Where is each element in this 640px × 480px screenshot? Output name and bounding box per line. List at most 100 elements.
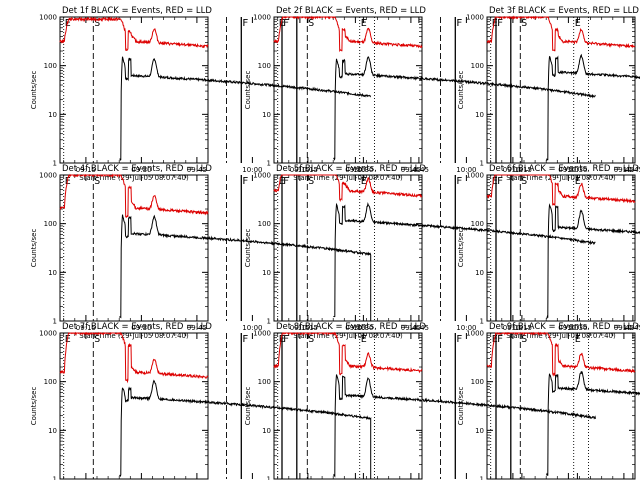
y-tick-label: 1000 <box>253 330 271 338</box>
y-axis-label: Counts/sec <box>30 229 38 268</box>
y-tick-label: 1000 <box>39 14 57 22</box>
x-tick-label: 09:45 <box>401 166 421 174</box>
time-marker-letter: S <box>308 18 314 29</box>
events-curve <box>546 203 640 319</box>
y-tick-label: 1000 <box>466 330 484 338</box>
y-tick-label: 1 <box>480 160 484 168</box>
time-marker-letter: E <box>575 18 581 29</box>
y-tick-label: 10 <box>48 111 57 119</box>
y-tick-label: 10 <box>48 427 57 435</box>
panel-title: Det 6f BLACK = Events, RED = LLD <box>489 164 639 174</box>
y-axis-label: Counts/sec <box>457 71 465 110</box>
x-tick-label: 10:15 <box>298 324 318 332</box>
time-marker-letter: F <box>497 18 503 29</box>
x-axis-label: Start Time (29-Jul-05 08:07:40) <box>79 332 189 340</box>
x-tick-label: 09:30 <box>345 166 365 174</box>
time-marker-letter: F <box>456 18 462 29</box>
x-tick-label: 10:45 <box>623 166 640 174</box>
panel-title: Det 2f BLACK = Events, RED = LLD <box>276 6 426 16</box>
x-tick-label: 10:00 <box>456 324 476 332</box>
x-tick-label: 10:00 <box>242 166 262 174</box>
plot-frame <box>486 332 636 480</box>
events-curve <box>333 374 596 478</box>
y-tick-label: 10 <box>262 269 271 277</box>
x-tick-label: 09:45 <box>187 324 207 332</box>
panel-7: Det 7f BLACK = Events, RED = LLD 1 10 100 10… <box>30 322 420 480</box>
time-marker-letter: S <box>94 334 100 345</box>
time-marker-letter: S <box>308 176 314 187</box>
time-marker-letter: S <box>521 334 527 345</box>
time-marker-letter: F <box>283 176 289 187</box>
x-tick-label: 09:45 <box>401 324 421 332</box>
y-tick-label: 1000 <box>39 172 57 180</box>
lld-curve <box>59 173 209 219</box>
x-tick-label: 09:15 <box>76 166 96 174</box>
x-tick-label: 09:45 <box>614 166 634 174</box>
y-tick-label: 1 <box>267 318 271 326</box>
x-axis-label: Start Time (29-Jul-05 08:07:40) <box>506 332 616 340</box>
time-marker-letter: S <box>94 18 100 29</box>
panel-8: Det 8f BLACK = Events, RED = LLD 1 10 100 10… <box>244 322 634 480</box>
panel-6: Det 6f BLACK = Events, RED = LLD 1 10 100 10… <box>457 164 640 340</box>
y-tick-label: 1000 <box>253 172 271 180</box>
time-marker-letter: S <box>521 18 527 29</box>
lld-curve <box>273 15 423 53</box>
time-marker-letter: F <box>283 18 289 29</box>
events-curve <box>546 371 640 476</box>
time-marker-letter: F <box>456 334 462 345</box>
y-axis-label: Counts/sec <box>30 71 38 110</box>
events-curve <box>119 56 372 161</box>
time-marker-letter: E <box>361 334 367 345</box>
y-tick-label: 1000 <box>253 14 271 22</box>
y-tick-label: 1 <box>53 318 57 326</box>
panel-4: Det 4f BLACK = Events, RED = LLD11010010… <box>30 164 429 340</box>
panel-title: Det 7f BLACK = Events, RED = LLD <box>62 322 212 332</box>
lld-curve <box>273 331 423 376</box>
y-tick-label: 100 <box>471 378 484 386</box>
events-curve <box>333 202 596 318</box>
panel-title: Det 8f BLACK = Events, RED = LLD <box>276 322 426 332</box>
lld-curve <box>486 331 636 377</box>
panel-9: Det 9f BLACK = Events, RED = LLD 1 10 100 10… <box>457 322 640 480</box>
panel-5: Det 5f BLACK = Events, RED = LLD11010010… <box>244 164 640 340</box>
lld-curve <box>486 174 636 206</box>
y-tick-label: 10 <box>262 427 271 435</box>
y-tick-label: 1 <box>267 160 271 168</box>
time-marker-letter: S <box>94 176 100 187</box>
x-axis-label: Start Time (29-Jul-05 08:07:40) <box>79 174 189 182</box>
time-marker-letter: E <box>575 176 581 187</box>
x-tick-label: 10:30 <box>567 166 587 174</box>
x-tick-label: 09:15 <box>290 166 310 174</box>
time-marker-letter: F <box>497 334 503 345</box>
events-curve <box>546 53 640 161</box>
panel-3: Det 3f BLACK = Events, RED = LLD 1 10 100 10… <box>457 6 640 182</box>
x-tick-label: 09:30 <box>131 324 151 332</box>
time-marker-letter: E <box>492 176 498 187</box>
y-tick-label: 100 <box>44 378 57 386</box>
panel-title: Det 3f BLACK = Events, RED = LLD <box>489 6 639 16</box>
events-curve <box>119 214 372 321</box>
y-tick-label: 100 <box>44 62 57 70</box>
y-tick-label: 100 <box>258 378 271 386</box>
x-axis-label: Start Time (29-Jul-05 08:07:40) <box>293 332 403 340</box>
x-axis-label: Start Time (29-Jul-05 08:07:40) <box>293 174 403 182</box>
plot-frame <box>486 16 636 164</box>
events-curve <box>333 56 596 161</box>
x-tick-label: 10:45 <box>409 324 429 332</box>
time-marker-letter: E <box>361 18 367 29</box>
time-marker-letter: E <box>575 334 581 345</box>
x-tick-label: 10:00 <box>456 166 476 174</box>
y-tick-label: 10 <box>262 111 271 119</box>
panel-title: Det 9f BLACK = Events, RED = LLD <box>489 322 639 332</box>
x-tick-label: 09:45 <box>187 166 207 174</box>
panel-title: Det 1f BLACK = Events, RED = LLD <box>62 6 212 16</box>
plot-frame <box>486 174 636 322</box>
x-tick-label: 09:15 <box>503 324 523 332</box>
time-marker-letter: F <box>456 176 462 187</box>
y-tick-label: 1 <box>267 476 271 480</box>
time-marker-letter: F <box>242 334 248 345</box>
y-tick-label: 100 <box>471 220 484 228</box>
y-axis-label: Counts/sec <box>244 71 252 110</box>
x-tick-label: 10:30 <box>353 324 373 332</box>
